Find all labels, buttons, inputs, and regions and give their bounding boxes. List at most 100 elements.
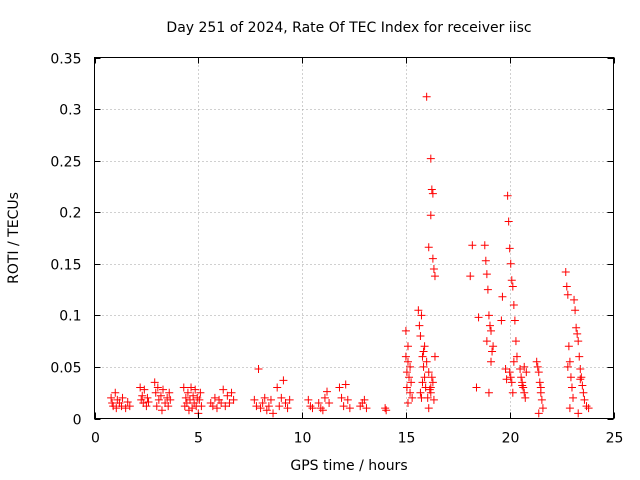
data-point: [140, 385, 149, 394]
data-point: [362, 404, 371, 413]
data-point: [136, 383, 145, 392]
data-point: [281, 399, 290, 408]
data-point: [279, 376, 288, 385]
data-point: [277, 393, 286, 402]
data-point: [401, 326, 410, 335]
y-tick-label: 0.05: [50, 361, 81, 377]
x-tick-label: 10: [294, 431, 312, 447]
data-point: [485, 321, 494, 330]
data-point: [472, 383, 481, 392]
data-point: [382, 406, 391, 415]
data-point: [179, 383, 188, 392]
data-point: [196, 388, 205, 397]
data-point: [193, 393, 202, 402]
data-point: [275, 402, 284, 411]
data-point: [428, 189, 437, 198]
data-point: [143, 393, 152, 402]
data-point: [468, 241, 477, 250]
data-point: [401, 352, 410, 361]
data-point: [156, 391, 165, 400]
data-point: [166, 395, 175, 404]
data-point: [533, 362, 542, 371]
data-point: [575, 352, 584, 361]
data-point: [418, 378, 427, 387]
y-axis-label: ROTI / TECUs: [6, 192, 22, 284]
data-point: [142, 402, 151, 411]
data-point: [482, 337, 491, 346]
data-point: [254, 364, 263, 373]
data-point: [195, 395, 204, 404]
data-point: [484, 388, 493, 397]
data-point: [343, 395, 352, 404]
data-point: [212, 404, 221, 413]
data-point: [480, 241, 489, 250]
data-point: [508, 282, 517, 291]
data-point: [429, 395, 438, 404]
data-point: [318, 406, 327, 415]
data-point: [482, 270, 491, 279]
data-point: [565, 404, 574, 413]
data-point: [511, 337, 520, 346]
data-point: [578, 381, 587, 390]
data-point: [408, 393, 417, 402]
data-point: [250, 395, 259, 404]
data-point: [508, 388, 517, 397]
data-point: [505, 244, 514, 253]
data-point: [535, 378, 544, 387]
data-point: [481, 256, 490, 265]
data-point: [405, 373, 414, 382]
data-point: [487, 357, 496, 366]
data-point: [509, 357, 518, 366]
data-point: [217, 399, 226, 408]
data-point: [407, 378, 416, 387]
data-point: [188, 404, 197, 413]
data-point: [402, 383, 411, 392]
data-point: [111, 388, 120, 397]
data-point: [466, 272, 475, 281]
x-tick-label: 20: [502, 431, 520, 447]
data-point: [520, 362, 529, 371]
y-tick-label: 0.15: [50, 258, 81, 274]
data-point: [422, 357, 431, 366]
data-point: [503, 191, 512, 200]
data-point: [415, 321, 424, 330]
x-tick-label: 25: [606, 431, 624, 447]
data-point: [227, 388, 236, 397]
data-point: [153, 383, 162, 392]
data-point: [507, 378, 516, 387]
data-point: [325, 399, 334, 408]
data-point: [534, 409, 543, 418]
y-tick-label: 0.2: [59, 206, 81, 222]
data-point: [273, 383, 282, 392]
data-point: [502, 375, 511, 384]
data-points: [107, 92, 593, 418]
data-point: [532, 357, 541, 366]
data-point: [576, 375, 585, 384]
data-point: [474, 313, 483, 322]
x-tick-label: 0: [91, 431, 100, 447]
data-point: [570, 295, 579, 304]
data-point: [229, 395, 238, 404]
y-tick-label: 0.35: [50, 52, 81, 68]
data-point: [320, 393, 329, 402]
data-point: [314, 399, 323, 408]
data-point: [424, 243, 433, 252]
data-point: [181, 393, 190, 402]
data-point: [497, 316, 506, 325]
data-point: [417, 311, 426, 320]
data-point: [406, 362, 415, 371]
data-point: [419, 347, 428, 356]
data-point: [563, 362, 572, 371]
data-point: [566, 373, 575, 382]
data-point: [506, 259, 515, 268]
data-point: [189, 391, 198, 400]
data-point: [521, 393, 530, 402]
data-point: [429, 264, 438, 273]
data-point: [112, 404, 121, 413]
data-point: [519, 383, 528, 392]
plot-frame: [94, 57, 614, 419]
data-point: [285, 395, 294, 404]
data-point: [536, 383, 545, 392]
data-point: [573, 329, 582, 338]
data-point: [187, 383, 196, 392]
